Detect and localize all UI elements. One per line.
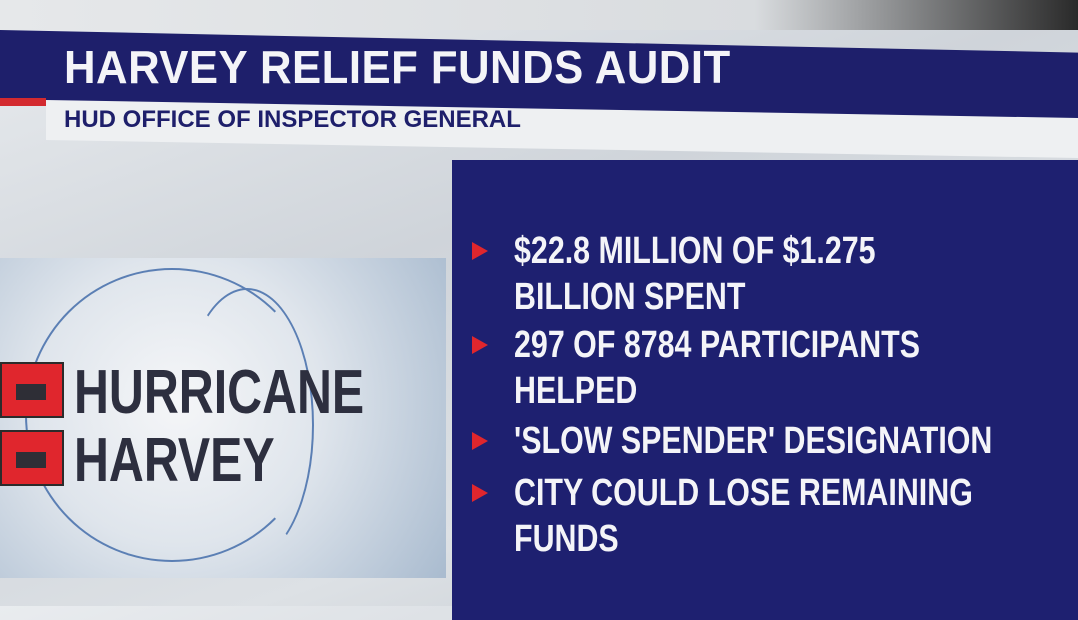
bullet-item: $22.8 MILLION OF $1.275 BILLION SPENT xyxy=(472,228,966,320)
logo-line-1: HURRICANE xyxy=(74,358,365,427)
hurricane-harvey-logo-panel: HURRICANE HARVEY xyxy=(0,258,446,578)
triangle-bullet-icon xyxy=(472,432,488,450)
bullet-panel xyxy=(452,160,1078,620)
headline-subtitle: HUD OFFICE OF INSPECTOR GENERAL xyxy=(64,106,521,133)
bullet-text: 'SLOW SPENDER' DESIGNATION xyxy=(514,420,993,462)
triangle-bullet-icon xyxy=(472,336,488,354)
bullet-text: $22.8 MILLION OF $1.275 BILLION SPENT xyxy=(514,230,876,318)
bullet-text: CITY COULD LOSE REMAINING FUNDS xyxy=(514,472,973,560)
hurricane-warning-flag-icon xyxy=(0,362,64,418)
logo-line-2: HARVEY xyxy=(74,426,275,495)
bullet-text: 297 OF 8784 PARTICIPANTS HELPED xyxy=(514,324,921,412)
bullet-item: 'SLOW SPENDER' DESIGNATION xyxy=(472,418,1078,464)
background-strip xyxy=(0,0,1078,30)
bullet-item: 297 OF 8784 PARTICIPANTS HELPED xyxy=(472,322,1022,414)
red-accent xyxy=(0,98,46,106)
hurricane-warning-flag-icon xyxy=(0,430,64,486)
triangle-bullet-icon xyxy=(472,242,488,260)
headline-title: HARVEY RELIEF FUNDS AUDIT xyxy=(64,41,731,93)
bullet-item: CITY COULD LOSE REMAINING FUNDS xyxy=(472,470,1078,562)
triangle-bullet-icon xyxy=(472,484,488,502)
hurricane-swirl-arc xyxy=(180,288,314,562)
